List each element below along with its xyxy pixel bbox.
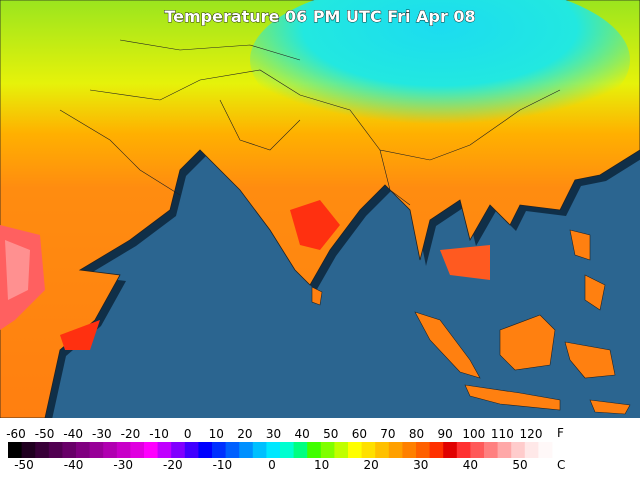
fahrenheit-label: 60 (352, 427, 367, 441)
color-swatch (511, 442, 526, 458)
celsius-label: -40 (64, 458, 84, 472)
color-swatch (538, 442, 553, 458)
fahrenheit-label: 50 (323, 427, 338, 441)
color-swatch (198, 442, 213, 458)
fahrenheit-label: 30 (266, 427, 281, 441)
color-swatch (429, 442, 444, 458)
hot-region (440, 245, 490, 280)
fahrenheit-label: 110 (491, 427, 514, 441)
map-title: Temperature 06 PM UTC Fri Apr 08 (164, 7, 475, 26)
celsius-label: 10 (314, 458, 329, 472)
color-swatch (48, 442, 63, 458)
fahrenheit-label: -30 (92, 427, 112, 441)
celsius-label: 50 (512, 458, 527, 472)
color-swatch (320, 442, 335, 458)
color-swatch (89, 442, 104, 458)
color-swatch (402, 442, 417, 458)
color-swatch (497, 442, 512, 458)
color-swatch (375, 442, 390, 458)
celsius-label: 40 (463, 458, 478, 472)
celsius-label: -30 (113, 458, 133, 472)
fahrenheit-label: -10 (149, 427, 169, 441)
color-swatch (280, 442, 295, 458)
celsius-label: 0 (268, 458, 276, 472)
fahrenheit-label: 70 (380, 427, 395, 441)
color-swatch (443, 442, 458, 458)
fahrenheit-unit: F (557, 426, 564, 440)
color-swatch (225, 442, 240, 458)
fahrenheit-label: -20 (121, 427, 141, 441)
fahrenheit-label: 120 (520, 427, 543, 441)
celsius-unit: C (557, 458, 565, 472)
color-swatch (144, 442, 159, 458)
celsius-label: -50 (14, 458, 34, 472)
color-swatch (239, 442, 254, 458)
color-swatch (116, 442, 131, 458)
color-swatch (184, 442, 199, 458)
celsius-label: -20 (163, 458, 183, 472)
color-swatch (252, 442, 267, 458)
color-swatch (484, 442, 499, 458)
fahrenheit-label: 90 (438, 427, 453, 441)
color-swatch (416, 442, 431, 458)
fahrenheit-label: -40 (63, 427, 83, 441)
hot-region (5, 240, 30, 300)
color-swatch (307, 442, 322, 458)
color-swatch (334, 442, 349, 458)
islands (311, 229, 631, 415)
fahrenheit-label: 100 (462, 427, 485, 441)
fahrenheit-label: -50 (35, 427, 55, 441)
color-swatch (456, 442, 471, 458)
celsius-label: -10 (213, 458, 233, 472)
color-swatch (157, 442, 172, 458)
borders (59, 39, 561, 206)
fahrenheit-label: -60 (6, 427, 26, 441)
color-swatch (76, 442, 91, 458)
color-swatch (103, 442, 118, 458)
fahrenheit-label: 40 (294, 427, 309, 441)
color-scale (8, 442, 553, 458)
color-swatch (388, 442, 403, 458)
celsius-label: 30 (413, 458, 428, 472)
color-swatch (524, 442, 539, 458)
color-swatch (62, 442, 77, 458)
color-swatch (35, 442, 50, 458)
hot-region (290, 200, 340, 250)
color-swatch (21, 442, 36, 458)
fahrenheit-label: 80 (409, 427, 424, 441)
color-swatch (212, 442, 227, 458)
color-swatch (348, 442, 363, 458)
celsius-label: 20 (364, 458, 379, 472)
fahrenheit-label: 20 (237, 427, 252, 441)
color-swatch (171, 442, 186, 458)
color-swatch (293, 442, 308, 458)
color-swatch (470, 442, 485, 458)
color-swatch (8, 442, 23, 458)
hot-region (60, 320, 100, 350)
fahrenheit-label: 10 (209, 427, 224, 441)
cold-region (250, 0, 630, 140)
color-swatch (130, 442, 145, 458)
fahrenheit-label: 0 (184, 427, 192, 441)
color-swatch (266, 442, 281, 458)
color-swatch (361, 442, 376, 458)
